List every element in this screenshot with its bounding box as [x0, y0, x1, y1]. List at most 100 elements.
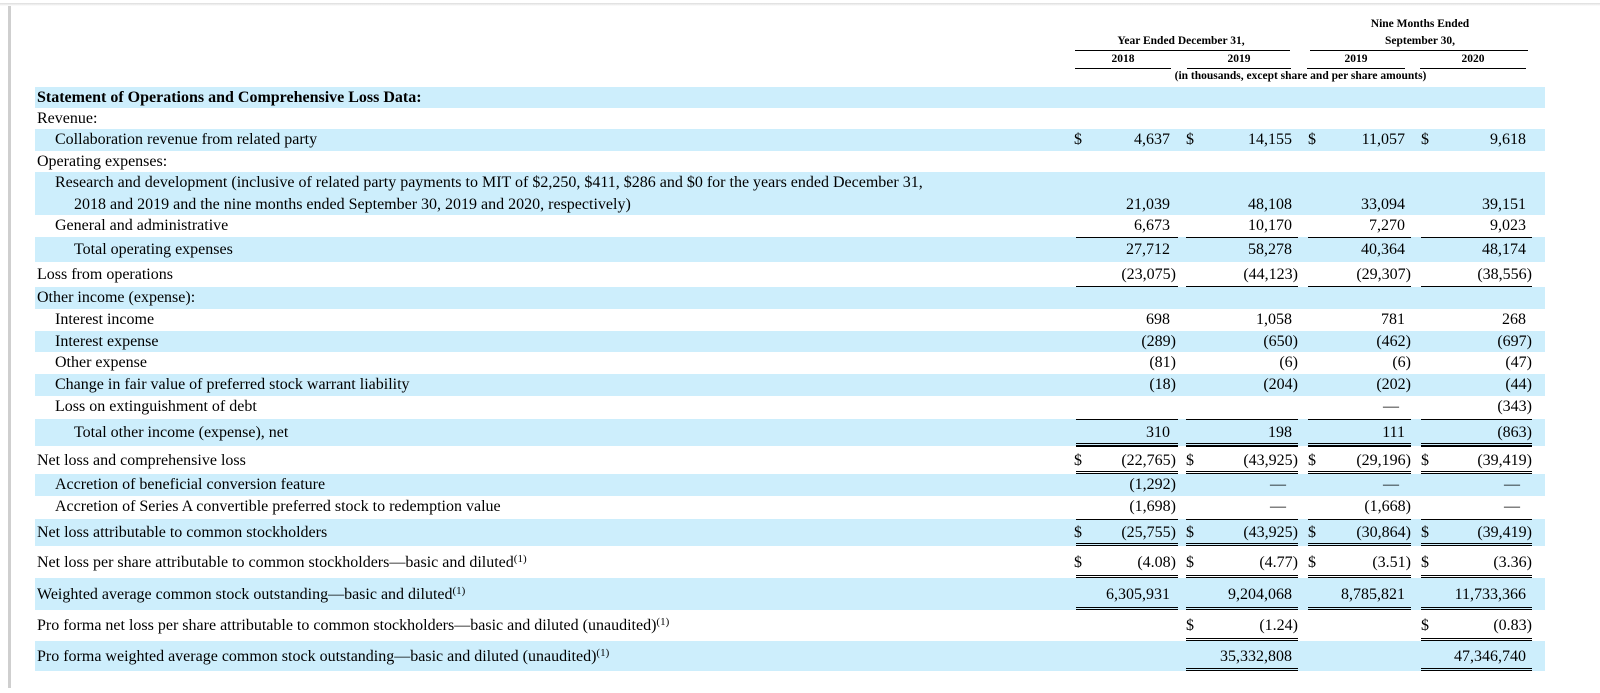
table-cell: (1,698)	[1129, 498, 1176, 515]
header-nine-months-line2: September 30,	[1384, 35, 1456, 47]
table-cell: 14,155	[1248, 131, 1292, 148]
table-cell: 21,039	[1126, 196, 1170, 213]
total-rule	[1076, 419, 1178, 420]
total-rule	[1076, 445, 1178, 446]
total-rule	[1308, 471, 1411, 472]
total-rule	[1186, 607, 1298, 608]
table-row: Change in fair value of preferred stock …	[35, 374, 1545, 396]
table-cell: 27,712	[1126, 241, 1170, 258]
row-label: Other expense	[55, 354, 147, 371]
currency-symbol: $	[1074, 524, 1082, 541]
total-rule	[1421, 286, 1532, 287]
header-col-2020: 2020	[1461, 53, 1485, 65]
total-rule	[1421, 575, 1532, 576]
total-rule	[1186, 543, 1298, 544]
table-row: Other expense	[35, 352, 1545, 374]
table-cell: (6)	[1392, 354, 1411, 371]
total-rule	[1308, 443, 1411, 444]
table-row: Net loss per share attributable to commo…	[35, 546, 1545, 578]
total-rule	[1308, 543, 1411, 544]
total-rule	[1076, 575, 1178, 576]
table-cell: (204)	[1263, 376, 1298, 393]
currency-symbol: $	[1421, 131, 1429, 148]
total-rule	[1421, 670, 1532, 671]
table-cell: (863)	[1497, 424, 1532, 441]
header-col-2019b: 2019	[1344, 53, 1368, 65]
table-cell: (6)	[1279, 354, 1298, 371]
total-rule	[1421, 577, 1532, 578]
table-cell: 9,618	[1490, 131, 1526, 148]
total-rule	[1308, 286, 1411, 287]
table-cell: —	[1383, 476, 1399, 493]
row-label: Net loss attributable to common stockhol…	[37, 524, 328, 541]
total-rule	[1076, 543, 1178, 544]
table-row: Revenue:	[35, 108, 1545, 129]
header-units-note: (in thousands, except share and per shar…	[1174, 70, 1427, 82]
table-row: Pro forma weighted average common stock …	[35, 641, 1545, 671]
footnote-marker: (1)	[452, 585, 466, 597]
total-rule	[1186, 419, 1298, 420]
table-cell: (202)	[1376, 376, 1411, 393]
table-cell: —	[1504, 498, 1520, 515]
row-label: Accretion of Series A convertible prefer…	[55, 498, 501, 515]
currency-symbol: $	[1186, 452, 1194, 469]
currency-symbol: $	[1421, 452, 1429, 469]
row-label: Total operating expenses	[74, 241, 233, 258]
table-cell: 47,346,740	[1454, 648, 1526, 665]
row-label: Statement of Operations and Comprehensiv…	[37, 89, 422, 106]
table-cell: 7,270	[1369, 217, 1405, 234]
table-cell: 6,305,931	[1106, 586, 1170, 603]
header-underline-2020	[1420, 68, 1526, 69]
table-row: Loss from operations	[35, 262, 1545, 287]
total-rule	[1186, 609, 1298, 610]
table-row: Research and development (inclusive of r…	[35, 172, 1545, 215]
table-row: Interest income	[35, 309, 1545, 331]
currency-symbol: $	[1186, 131, 1194, 148]
currency-symbol: $	[1074, 131, 1082, 148]
total-rule	[1186, 286, 1298, 287]
left-border	[8, 6, 11, 688]
row-label: Other income (expense):	[37, 289, 196, 306]
row-label: Change in fair value of preferred stock …	[55, 376, 410, 393]
table-cell: —	[1270, 476, 1286, 493]
table-cell: 268	[1502, 311, 1526, 328]
total-rule	[1421, 668, 1532, 669]
total-rule	[1076, 286, 1178, 287]
total-rule	[1421, 638, 1532, 639]
table-cell: (39,419)	[1477, 524, 1532, 541]
table-cell: 40,364	[1361, 241, 1405, 258]
table-cell: 198	[1268, 424, 1292, 441]
row-label: Net loss per share attributable to commo…	[37, 553, 527, 571]
total-rule	[1308, 577, 1411, 578]
total-rule	[1186, 670, 1298, 671]
total-rule	[1308, 446, 1411, 447]
header-nine-months-line1: Nine Months Ended	[1370, 18, 1470, 30]
row-label: Operating expenses:	[37, 153, 168, 170]
row-label: General and administrative	[55, 217, 229, 234]
row-label: Collaboration revenue from related party	[55, 131, 318, 148]
row-label: Interest expense	[55, 333, 159, 350]
table-row: Total other income (expense), net	[35, 419, 1545, 446]
total-rule	[1186, 237, 1298, 238]
table-cell: —	[1383, 398, 1399, 415]
total-rule	[1186, 668, 1298, 669]
table-cell: (4.77)	[1259, 554, 1298, 571]
row-label: Loss from operations	[37, 266, 173, 283]
currency-symbol: $	[1308, 452, 1316, 469]
total-rule	[1186, 445, 1298, 446]
table-row: Total operating expenses	[35, 237, 1545, 262]
table-row: Interest expense	[35, 331, 1545, 352]
table-cell: 6,673	[1134, 217, 1170, 234]
header-underline-2019b	[1307, 68, 1405, 69]
table-cell: —	[1504, 476, 1520, 493]
total-rule	[1076, 577, 1178, 578]
footnote-marker: (1)	[596, 647, 610, 659]
total-rule	[1186, 640, 1298, 641]
table-cell: (1,292)	[1129, 476, 1176, 493]
table-row: Accretion of beneficial conversion featu…	[35, 474, 1545, 496]
total-rule	[1076, 446, 1178, 447]
table-cell: (0.83)	[1493, 617, 1532, 634]
table-cell: 33,094	[1361, 196, 1405, 213]
table-cell: (343)	[1497, 398, 1532, 415]
total-rule	[1421, 607, 1532, 608]
